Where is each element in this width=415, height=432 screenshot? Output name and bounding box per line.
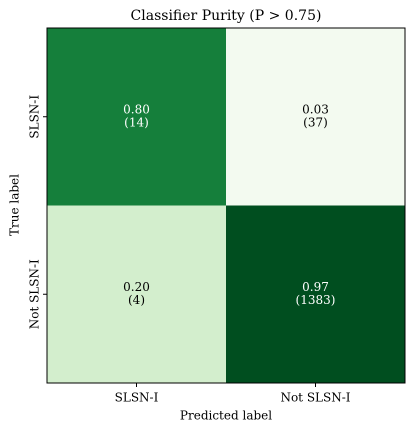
x-tick-label: SLSN-I: [115, 391, 159, 405]
heatmap-cell: [47, 205, 226, 383]
cell-count-label: (1383): [296, 293, 336, 307]
cell-value-label: 0.97: [302, 280, 329, 294]
x-tick-label: Not SLSN-I: [280, 391, 350, 405]
cell-value-label: 0.03: [302, 102, 329, 116]
cell-count-label: (4): [128, 293, 145, 307]
heatmap-cell: [226, 28, 405, 206]
x-axis-label: Predicted label: [180, 409, 272, 423]
chart-title: Classifier Purity (P > 0.75): [131, 8, 322, 24]
y-axis-label: True label: [8, 174, 22, 236]
cell-value-label: 0.20: [123, 280, 150, 294]
cell-count-label: (37): [303, 115, 328, 129]
cell-count-label: (14): [124, 115, 149, 129]
heatmap-cell: [47, 28, 226, 206]
y-tick-label: SLSN-I: [28, 95, 42, 139]
plot-frame: [46, 27, 406, 384]
heatmap-cell: [226, 205, 405, 383]
cell-value-label: 0.80: [123, 102, 150, 116]
y-tick-label: Not SLSN-I: [28, 259, 42, 329]
